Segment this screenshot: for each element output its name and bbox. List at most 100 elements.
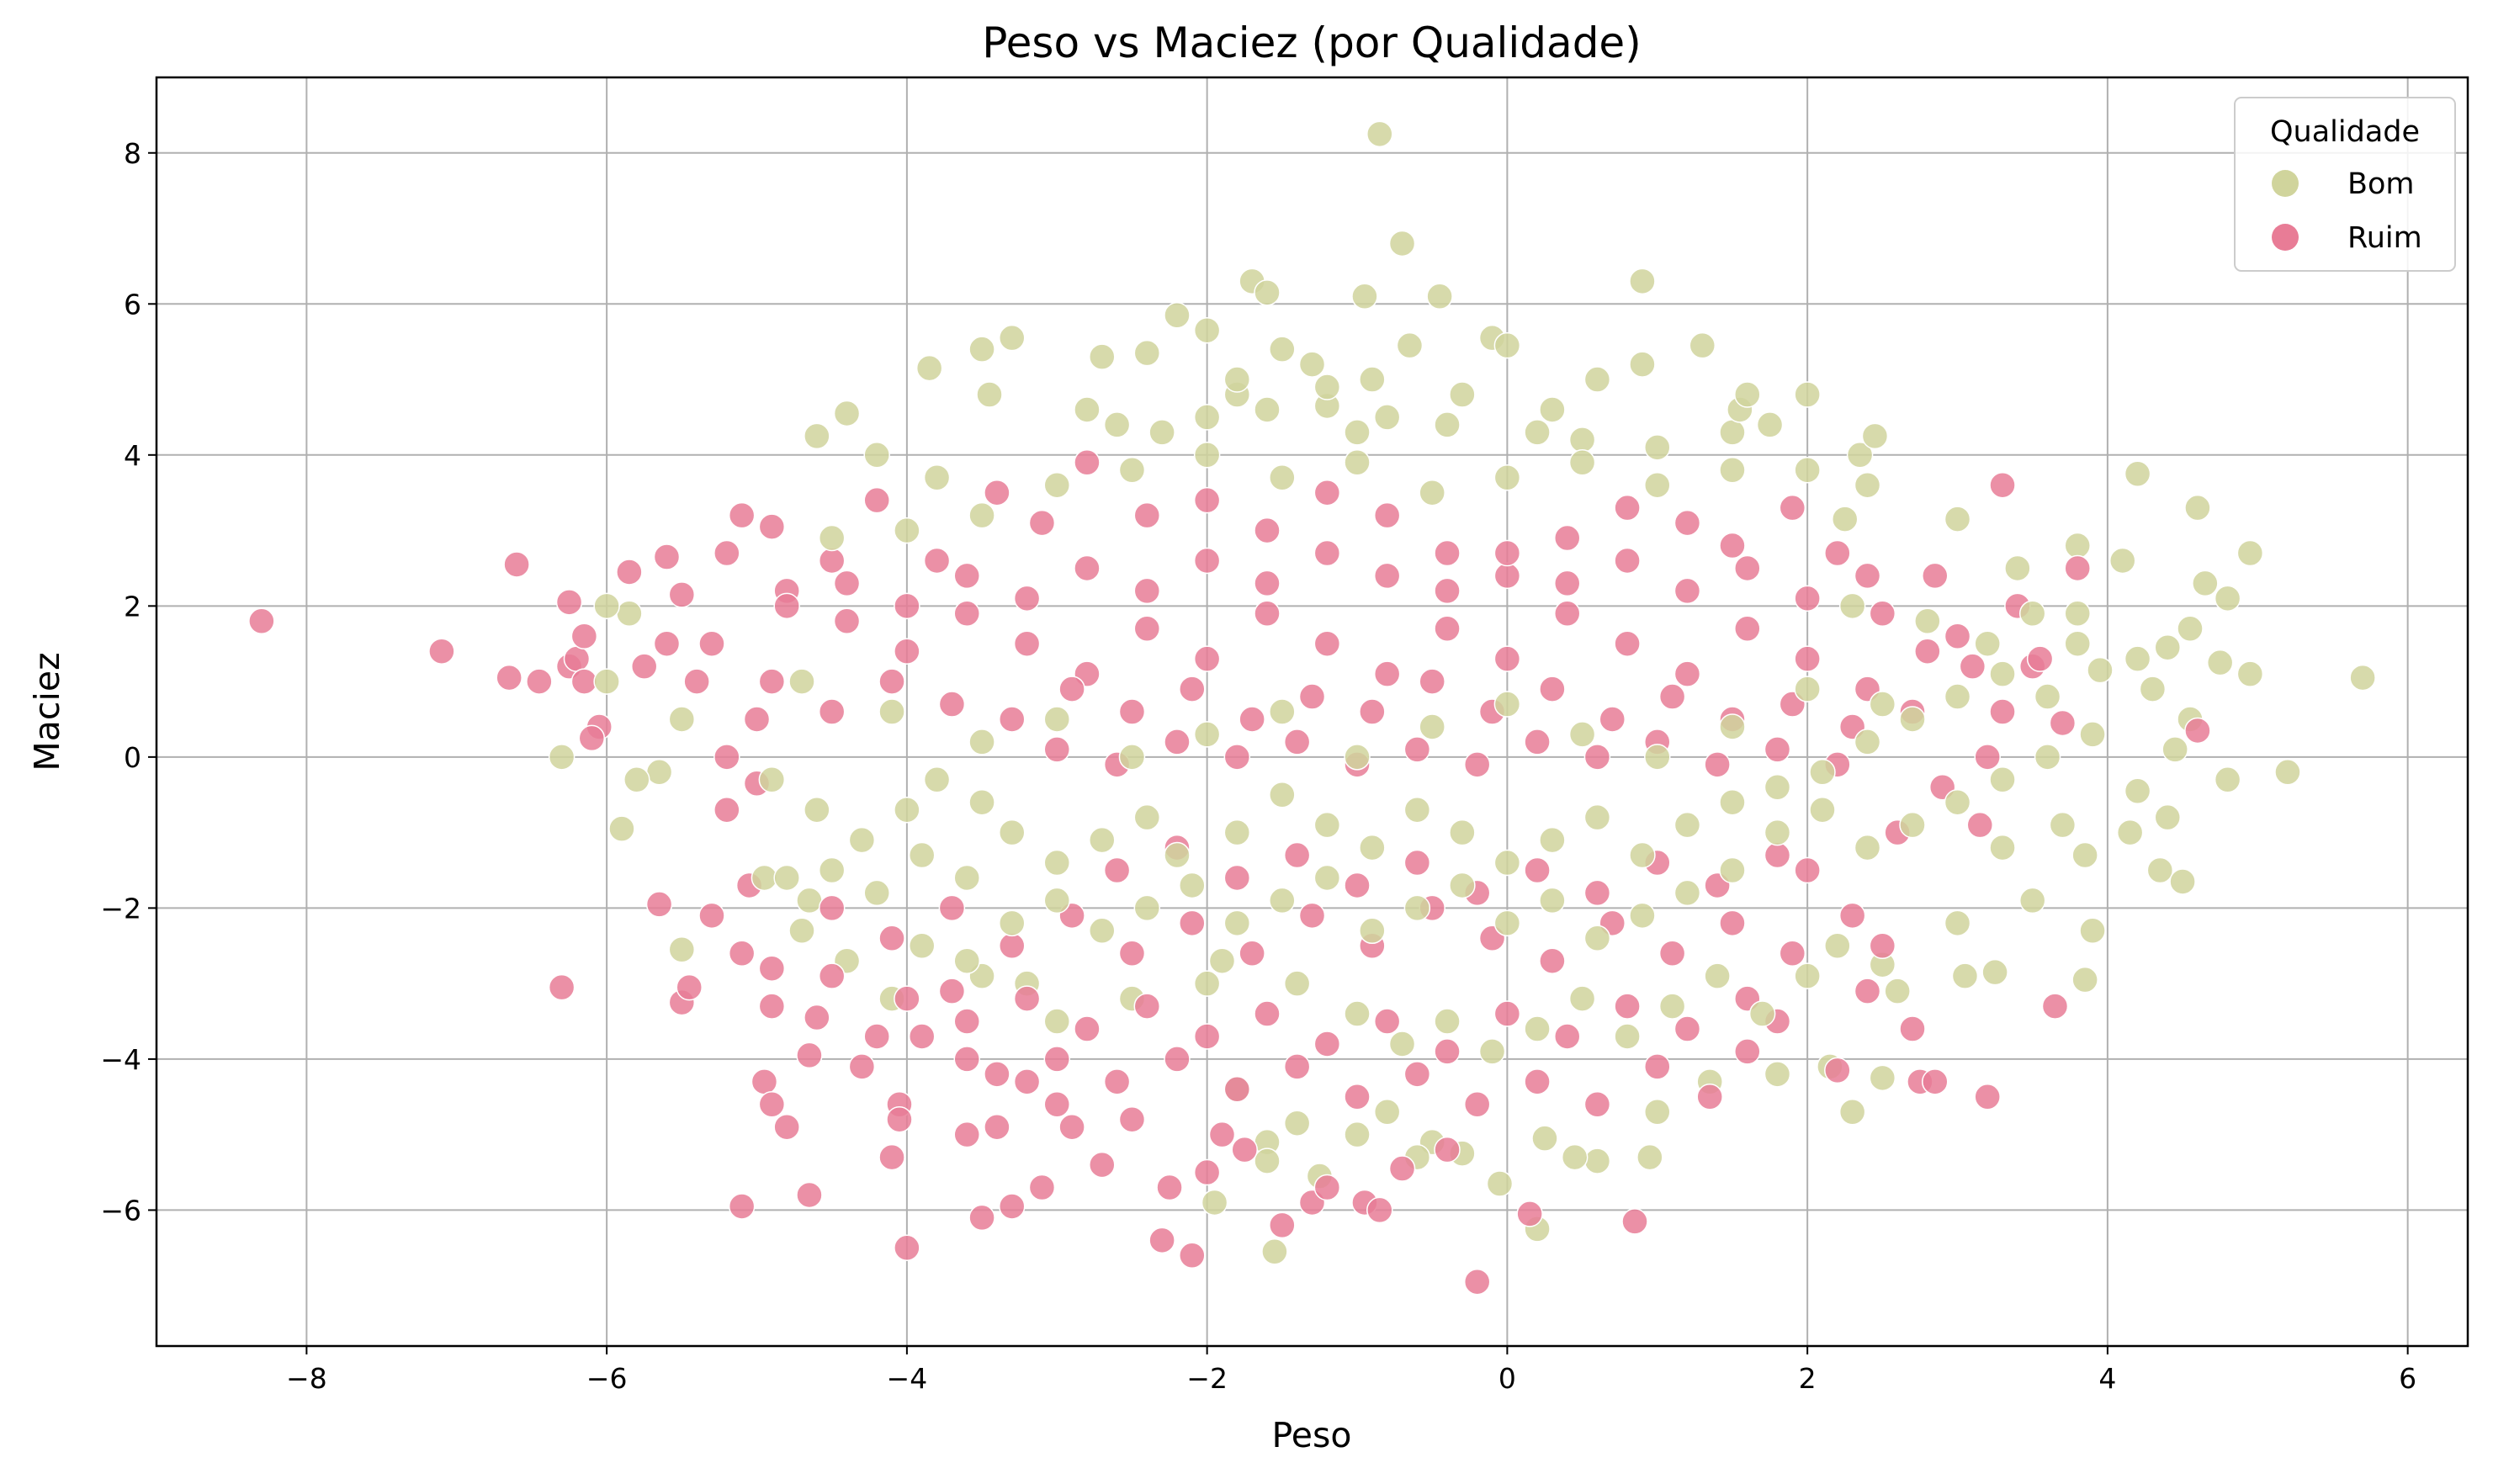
point-ruim [743, 706, 771, 733]
point-bom [1133, 803, 1161, 831]
point-bom [1854, 471, 1881, 499]
x-axis-title: Peso [1272, 1415, 1352, 1455]
point-ruim [1373, 562, 1401, 590]
point-bom [1719, 713, 1746, 740]
point-bom [1838, 592, 1866, 620]
point-ruim [1164, 1046, 1191, 1073]
point-bom [1193, 404, 1221, 431]
point-bom [1359, 366, 1386, 393]
point-bom [796, 887, 823, 914]
point-bom [1854, 834, 1881, 861]
point-bom [863, 879, 890, 907]
point-ruim [1869, 932, 1896, 960]
point-ruim [804, 1004, 830, 1031]
point-ruim [1269, 1211, 1296, 1239]
point-ruim [1231, 1136, 1258, 1163]
point-bom [1854, 729, 1881, 755]
point-ruim [1583, 1091, 1611, 1118]
point-ruim [1493, 645, 1521, 672]
point-ruim [1043, 1091, 1071, 1118]
point-bom [1944, 506, 1971, 533]
point-ruim [1118, 940, 1146, 967]
point-bom [1989, 660, 2016, 687]
point-bom [2034, 744, 2061, 771]
point-ruim [630, 653, 658, 680]
point-bom [1734, 381, 1761, 408]
point-ruim [833, 570, 861, 597]
point-ruim [1403, 849, 1431, 877]
point-ruim [563, 645, 591, 672]
point-ruim [894, 985, 920, 1012]
point-bom [2124, 460, 2151, 487]
point-bom [1673, 879, 1701, 907]
point-bom [548, 744, 576, 771]
point-bom [1539, 396, 1566, 423]
point-bom [1089, 826, 1116, 854]
point-ruim [713, 796, 740, 824]
point-ruim [1118, 698, 1146, 725]
point-bom [2064, 630, 2091, 657]
x-tick-label: 2 [1799, 1362, 1817, 1395]
point-ruim [1621, 1208, 1648, 1235]
point-ruim [2026, 645, 2054, 672]
legend-label-bom: Bom [2347, 167, 2415, 201]
point-bom [1283, 970, 1311, 997]
point-ruim [1673, 1015, 1701, 1042]
point-bom [1914, 607, 1941, 635]
point-bom [1269, 887, 1296, 914]
point-bom [1283, 1110, 1311, 1137]
point-ruim [1553, 570, 1581, 597]
y-tick-label: 2 [124, 590, 141, 623]
point-ruim [1298, 683, 1326, 710]
point-bom [1313, 811, 1341, 839]
point-bom [2349, 664, 2376, 692]
point-bom [2184, 494, 2211, 522]
point-bom [908, 841, 936, 869]
point-ruim [555, 589, 583, 616]
point-bom [1193, 316, 1221, 344]
point-bom [1449, 819, 1476, 846]
point-ruim [1373, 501, 1401, 529]
point-bom [1313, 864, 1341, 892]
x-tick-label: −6 [586, 1362, 628, 1395]
point-bom [804, 796, 830, 824]
legend-label-ruim: Ruim [2347, 221, 2422, 255]
point-ruim [1914, 638, 1941, 665]
point-bom [2236, 539, 2264, 567]
point-bom [1223, 819, 1251, 846]
point-ruim [1043, 1046, 1071, 1073]
x-tick-label: 4 [2098, 1362, 2116, 1395]
point-ruim [1553, 600, 1581, 628]
point-bom [1344, 419, 1371, 446]
point-ruim [1208, 1121, 1236, 1148]
point-ruim [1614, 630, 1641, 657]
point-ruim [998, 932, 1026, 960]
point-bom [1764, 1061, 1791, 1088]
point-ruim [1156, 1174, 1183, 1201]
point-ruim [496, 664, 522, 692]
point-bom [1794, 457, 1821, 484]
point-ruim [1944, 623, 1971, 649]
point-bom [1981, 958, 2008, 986]
point-ruim [1493, 539, 1521, 567]
point-bom [1568, 449, 1596, 476]
point-bom [1269, 336, 1296, 363]
point-bom [908, 932, 936, 960]
point-bom [1359, 834, 1386, 861]
point-ruim [1764, 736, 1791, 763]
point-bom [1043, 887, 1071, 914]
point-ruim [1344, 1084, 1371, 1110]
point-ruim [1583, 879, 1611, 907]
point-bom [593, 668, 620, 695]
point-bom [1193, 970, 1221, 997]
point-ruim [953, 1008, 980, 1035]
point-bom [1583, 1147, 1611, 1174]
point-ruim [998, 1193, 1026, 1220]
point-ruim [938, 894, 966, 922]
point-bom [1403, 894, 1431, 922]
point-ruim [1254, 570, 1281, 597]
point-ruim [1764, 841, 1791, 869]
point-ruim [758, 993, 786, 1020]
point-bom [2274, 759, 2301, 786]
point-bom [1223, 366, 1251, 393]
